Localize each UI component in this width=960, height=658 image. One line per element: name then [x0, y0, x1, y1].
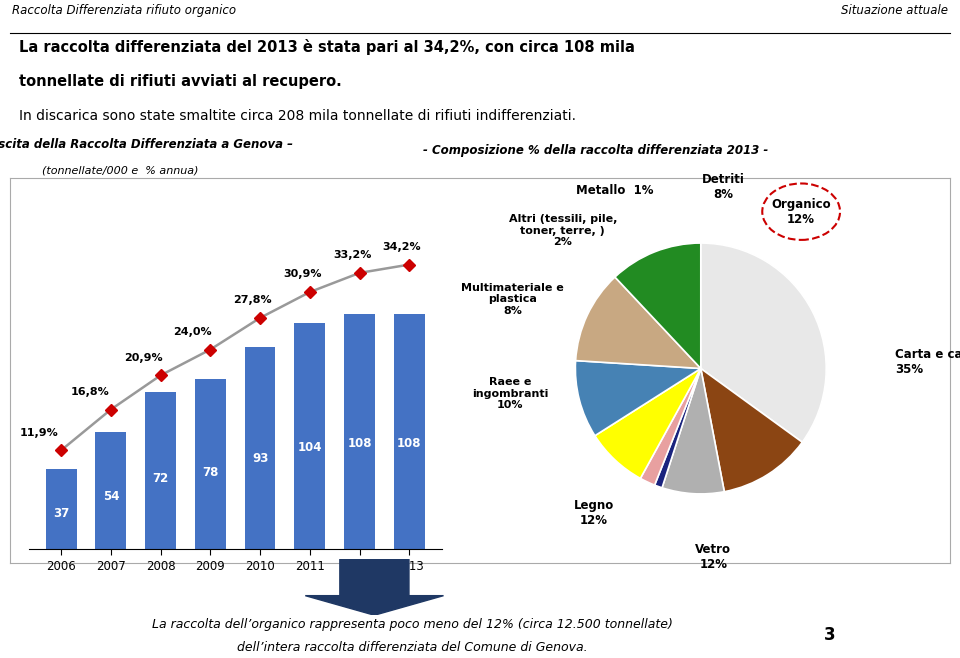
- Text: Altri (tessili, pile,
toner, terre, )
2%: Altri (tessili, pile, toner, terre, ) 2%: [509, 214, 617, 247]
- Text: 108: 108: [397, 437, 421, 450]
- Text: 104: 104: [298, 441, 322, 454]
- Wedge shape: [701, 243, 827, 442]
- Bar: [46, 468, 77, 549]
- Text: 78: 78: [203, 467, 219, 480]
- Text: 27,8%: 27,8%: [233, 295, 272, 305]
- Text: 108: 108: [348, 437, 372, 450]
- Text: 3: 3: [824, 626, 835, 644]
- Bar: [394, 314, 424, 549]
- Text: Vetro
12%: Vetro 12%: [695, 543, 732, 570]
- Text: Legno
12%: Legno 12%: [574, 499, 614, 526]
- Text: 93: 93: [252, 451, 268, 465]
- Text: Multimateriale e
plastica
8%: Multimateriale e plastica 8%: [461, 283, 564, 316]
- Text: – La crescita della Raccolta Differenziata a Genova –: – La crescita della Raccolta Differenzia…: [0, 138, 293, 151]
- Bar: [95, 432, 127, 549]
- Wedge shape: [640, 368, 701, 485]
- Text: 11,9%: 11,9%: [19, 428, 59, 438]
- Text: (tonnellate/000 e  % annua): (tonnellate/000 e % annua): [41, 165, 199, 175]
- Text: 16,8%: 16,8%: [71, 387, 109, 397]
- Wedge shape: [575, 361, 701, 436]
- Bar: [145, 392, 176, 549]
- Text: Organico
12%: Organico 12%: [771, 197, 831, 226]
- Text: La raccolta differenziata del 2013 è stata pari al 34,2%, con circa 108 mila: La raccolta differenziata del 2013 è sta…: [19, 39, 635, 55]
- Bar: [344, 314, 375, 549]
- Wedge shape: [576, 277, 701, 368]
- Text: 24,0%: 24,0%: [174, 327, 212, 337]
- Text: 20,9%: 20,9%: [124, 353, 162, 363]
- Text: 30,9%: 30,9%: [283, 269, 322, 279]
- Text: Carta e cartone
35%: Carta e cartone 35%: [896, 348, 960, 376]
- Wedge shape: [662, 368, 724, 494]
- Text: dell’intera raccolta differenziata del Comune di Genova.: dell’intera raccolta differenziata del C…: [237, 642, 588, 654]
- Text: 72: 72: [153, 472, 169, 485]
- Wedge shape: [595, 368, 701, 478]
- Bar: [195, 379, 226, 549]
- Text: La raccolta dell’organico rappresenta poco meno del 12% (circa 12.500 tonnellate: La raccolta dell’organico rappresenta po…: [153, 619, 673, 631]
- Text: - Composizione % della raccolta differenziata 2013 -: - Composizione % della raccolta differen…: [422, 144, 768, 157]
- Bar: [245, 347, 276, 549]
- Bar: [295, 322, 325, 549]
- Wedge shape: [701, 368, 803, 492]
- Text: Metallo  1%: Metallo 1%: [576, 184, 653, 197]
- Polygon shape: [305, 559, 444, 615]
- Wedge shape: [655, 368, 701, 488]
- Wedge shape: [615, 243, 701, 368]
- Text: In discarica sono state smaltite circa 208 mila tonnellate di rifiuti indifferen: In discarica sono state smaltite circa 2…: [19, 109, 576, 122]
- Text: Raee e
ingombranti
10%: Raee e ingombranti 10%: [472, 377, 548, 410]
- Text: Situazione attuale: Situazione attuale: [842, 5, 948, 17]
- Text: 34,2%: 34,2%: [382, 241, 421, 252]
- Text: Detriti
8%: Detriti 8%: [702, 172, 745, 201]
- Text: 54: 54: [103, 490, 119, 503]
- Text: Raccolta Differenziata rifiuto organico: Raccolta Differenziata rifiuto organico: [12, 5, 235, 17]
- Text: 33,2%: 33,2%: [333, 250, 372, 260]
- Text: 37: 37: [53, 507, 69, 520]
- Text: tonnellate di rifiuti avviati al recupero.: tonnellate di rifiuti avviati al recuper…: [19, 74, 342, 89]
